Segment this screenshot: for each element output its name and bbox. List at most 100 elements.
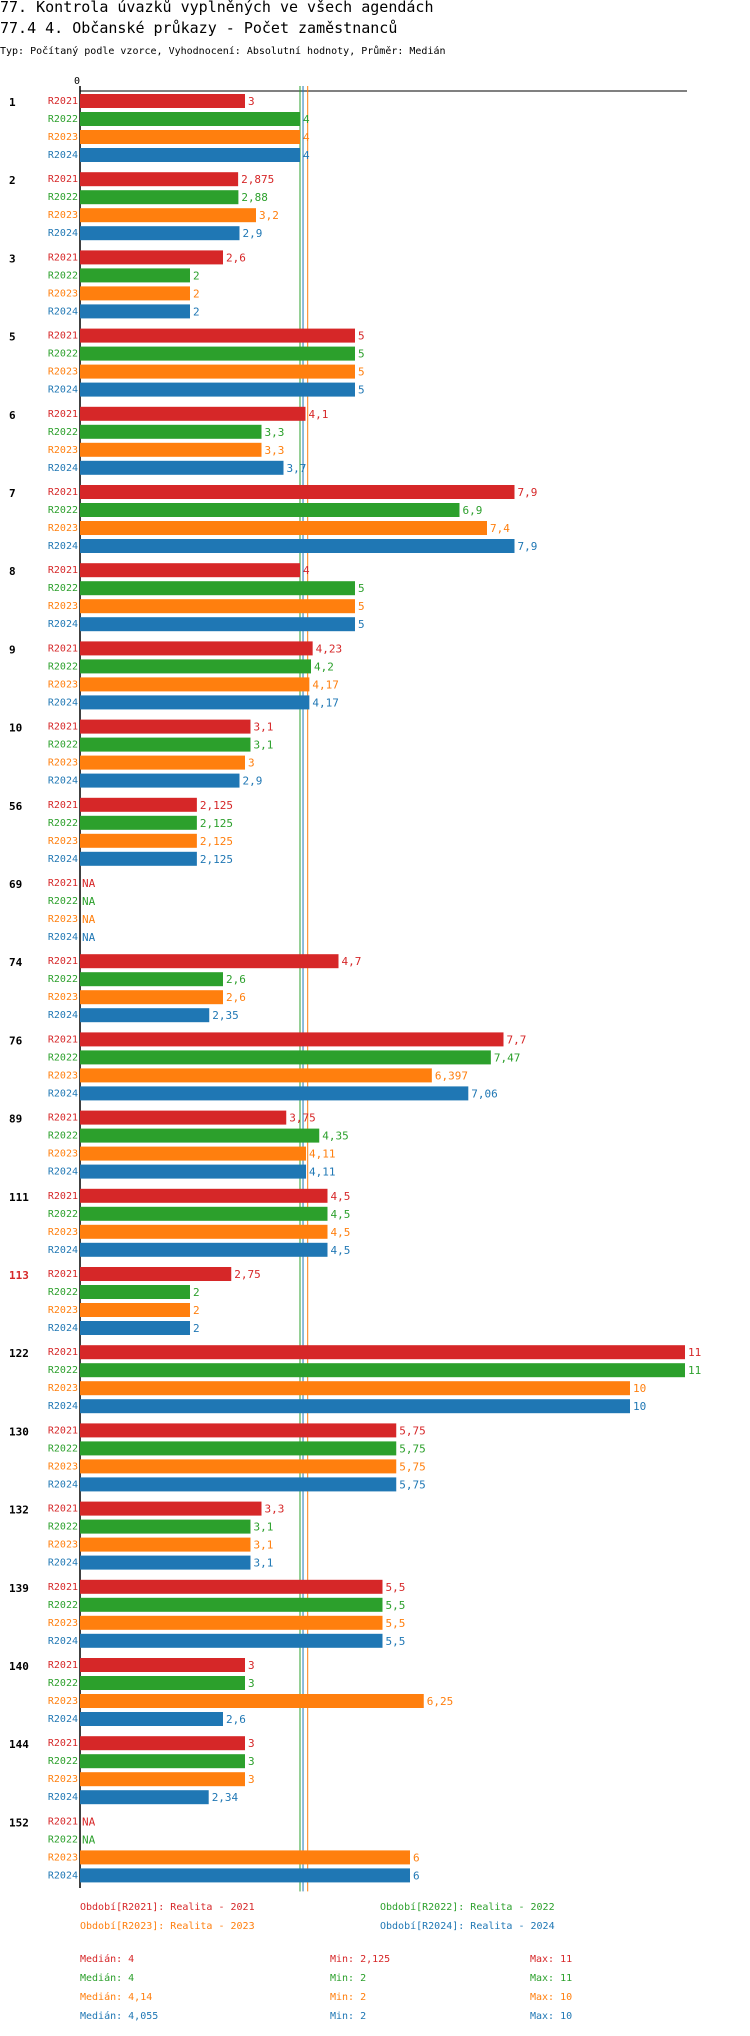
value-label: 2,9: [243, 227, 263, 240]
value-label: 4: [303, 564, 310, 577]
series-label: R2023: [48, 992, 78, 1003]
value-label: 4,23: [316, 642, 343, 655]
bar-group: 56 R2021 2,125 R2022 2,125 R2023 2,125 R2024 2,1…: [9, 797, 233, 866]
bar: [80, 599, 355, 614]
group-label: 76: [9, 1034, 23, 1047]
bar: [80, 382, 355, 397]
bar: [80, 1399, 630, 1414]
series-label: R2024: [48, 776, 78, 787]
series-label: R2021: [48, 487, 78, 498]
bar: [80, 1224, 328, 1239]
bar: [80, 1694, 424, 1708]
series-label: R2024: [48, 1792, 78, 1803]
stat-max: Max: 11: [530, 1954, 572, 1965]
legend-entry: Období[R2023]: Realita - 2023: [80, 1920, 255, 1932]
bar: [80, 773, 240, 788]
series-label: R2021: [48, 878, 78, 889]
bar: [80, 1579, 383, 1594]
group-label: 5: [9, 331, 16, 344]
value-label: 5: [358, 582, 365, 595]
series-label: R2024: [48, 1636, 78, 1647]
series-label: R2022: [48, 114, 78, 125]
value-label: 2,34: [212, 1791, 239, 1804]
value-label: 2,6: [226, 973, 246, 986]
bar: [80, 1110, 287, 1125]
legend-entry: Období[R2024]: Realita - 2024: [380, 1920, 555, 1932]
bar: [80, 972, 223, 987]
bar-group: 130 R2021 5,75 R2022 5,75 R2023 5,75 R2024 5,75: [9, 1423, 426, 1492]
stat-min: Min: 2: [330, 1992, 366, 2003]
bar: [80, 442, 262, 457]
group-label: 111: [9, 1191, 29, 1204]
series-label: R2024: [48, 385, 78, 396]
bar-group: 74 R2021 4,7 R2022 2,6 R2023 2,6 R2024 2,35: [9, 954, 361, 1023]
group-label: 8: [9, 565, 16, 578]
value-label: 4,17: [312, 678, 339, 691]
series-label: R2022: [48, 1287, 78, 1298]
series-label: R2022: [48, 1678, 78, 1689]
bar: [80, 719, 251, 734]
value-label: 2,6: [226, 1713, 246, 1726]
series-label: R2023: [48, 367, 78, 378]
series-label: R2024: [48, 932, 78, 943]
value-label: 3,2: [259, 209, 279, 222]
bar: [80, 328, 355, 343]
value-label: 2: [193, 1286, 200, 1299]
series-label: R2024: [48, 1167, 78, 1178]
value-label: 5: [358, 384, 365, 397]
group-label: 144: [9, 1738, 29, 1751]
value-label: 2,35: [212, 1009, 239, 1022]
series-label: R2021: [48, 409, 78, 420]
value-label: 6,9: [463, 504, 483, 517]
value-label: 5: [358, 366, 365, 379]
bar: [80, 1285, 190, 1299]
bar: [80, 581, 355, 596]
bar: [80, 797, 197, 812]
series-label: R2023: [48, 1461, 78, 1472]
bar: [80, 755, 245, 770]
value-label: 7,47: [494, 1051, 520, 1064]
bar: [80, 1032, 504, 1047]
series-label: R2023: [48, 601, 78, 612]
value-label: 5,5: [386, 1617, 406, 1630]
series-label: R2023: [48, 1383, 78, 1394]
bar-group: 9 R2021 4,23 R2022 4,2 R2023 4,17 R2024 4,17: [9, 641, 343, 710]
chart-title: 77. Kontrola úvazků vyplněných ve všech …: [0, 0, 433, 16]
value-label: 3,1: [254, 1557, 274, 1570]
group-label: 74: [9, 956, 23, 969]
bar: [80, 990, 223, 1005]
value-label: 3,1: [254, 1521, 274, 1534]
bar: [80, 954, 339, 969]
value-label: NA: [82, 931, 96, 944]
group-label: 139: [9, 1582, 29, 1595]
series-label: R2023: [48, 1305, 78, 1316]
series-label: R2024: [48, 1401, 78, 1412]
series-label: R2021: [48, 1191, 78, 1202]
bar: [80, 1146, 307, 1161]
value-label: 5,75: [399, 1424, 426, 1437]
value-label: 3,7: [287, 462, 307, 475]
bar-group: 122 R2021 11 R2022 11 R2023 10 R2024 10: [9, 1345, 701, 1414]
bar: [80, 112, 300, 126]
bar-group: 132 R2021 3,3 R2022 3,1 R2023 3,1 R2024 3,1: [9, 1501, 284, 1570]
bar: [80, 130, 300, 144]
bar-group: 76 R2021 7,7 R2022 7,47 R2023 6,397 R2024 7,06: [9, 1032, 526, 1101]
value-label: 4: [303, 131, 310, 144]
series-label: R2021: [48, 956, 78, 967]
value-label: 5,75: [399, 1460, 426, 1473]
group-label: 1: [9, 96, 16, 109]
series-label: R2024: [48, 1010, 78, 1021]
series-label: R2024: [48, 150, 78, 161]
series-label: R2021: [48, 800, 78, 811]
series-label: R2024: [48, 854, 78, 865]
bar: [80, 208, 256, 223]
bar: [80, 1850, 410, 1865]
bar: [80, 539, 515, 553]
bar: [80, 406, 306, 421]
value-label: 3: [248, 757, 255, 770]
bar: [80, 268, 190, 283]
bar-group: 6 R2021 4,1 R2022 3,3 R2023 3,3 R2024 3,7: [9, 406, 328, 475]
group-label: 132: [9, 1504, 29, 1517]
series-label: R2023: [48, 1696, 78, 1707]
chart-description: Typ: Počítaný podle vzorce, Vyhodnocení:…: [0, 45, 446, 57]
